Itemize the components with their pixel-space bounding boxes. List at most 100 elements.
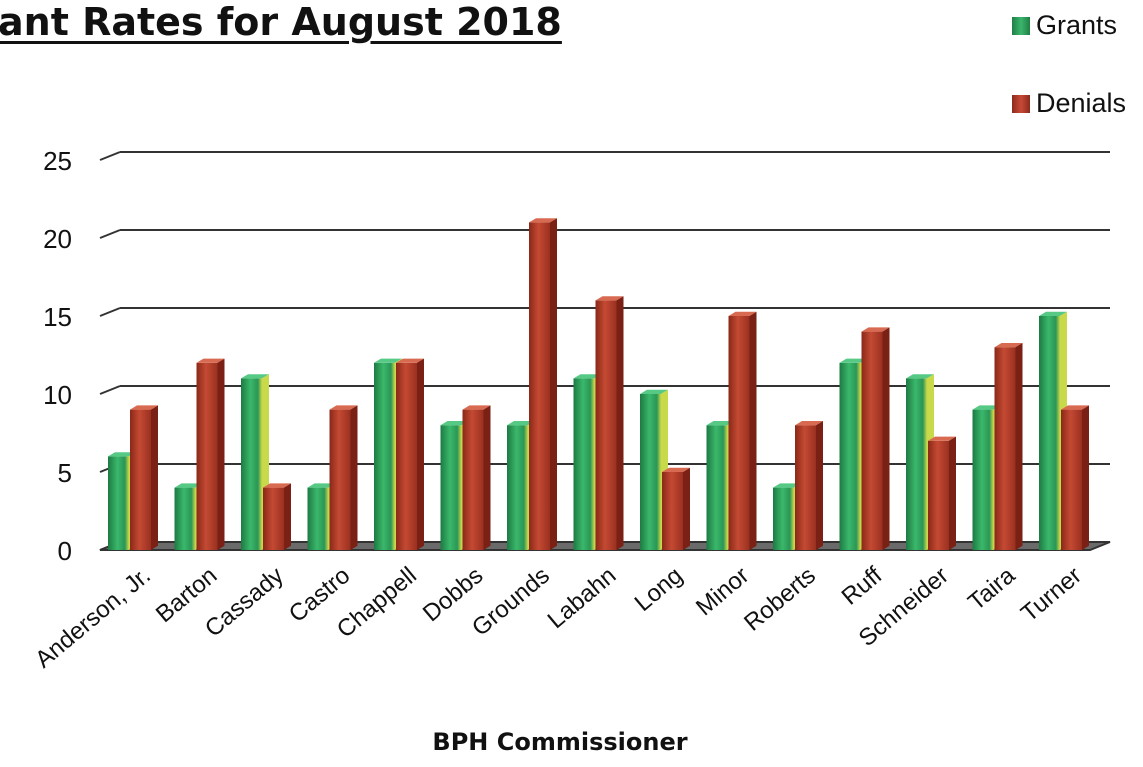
bar-grants bbox=[1039, 316, 1060, 550]
bar-top-denials bbox=[263, 483, 291, 488]
bar-denials bbox=[196, 362, 218, 550]
bar-top-grants bbox=[640, 389, 668, 394]
legend-swatch-denials bbox=[1012, 94, 1030, 113]
bar-denials bbox=[728, 316, 750, 550]
bar-top-denials bbox=[861, 327, 890, 332]
bar-top-denials bbox=[928, 436, 956, 441]
bar-top-denials bbox=[1061, 405, 1089, 410]
bar-side-denials bbox=[417, 358, 424, 550]
bar-side-denials bbox=[350, 405, 358, 550]
y-tick-label: 15 bbox=[43, 302, 72, 332]
bar-side-denials bbox=[749, 311, 757, 550]
y-tick-label: 20 bbox=[43, 224, 72, 254]
bar-top-denials bbox=[994, 343, 1023, 348]
bar-top-grants bbox=[108, 452, 136, 457]
bar-side-denials bbox=[483, 405, 491, 550]
bar-top-grants bbox=[174, 483, 203, 488]
x-tick-label: Turner bbox=[1016, 562, 1087, 628]
bar-top-grants bbox=[241, 374, 269, 379]
bar-grants bbox=[839, 362, 861, 550]
y-tick-label: 10 bbox=[43, 380, 72, 410]
bar-top-denials bbox=[329, 405, 358, 410]
bar-grants bbox=[108, 456, 129, 550]
bar-grants bbox=[241, 378, 262, 550]
x-tick-label: Taira bbox=[963, 562, 1021, 617]
bar-denials bbox=[994, 347, 1016, 550]
bar-side-denials bbox=[284, 483, 291, 550]
bar-grants bbox=[374, 362, 395, 550]
x-tick-label: Roberts bbox=[739, 562, 821, 637]
bar-grants bbox=[174, 487, 196, 550]
x-tick-label: Labahn bbox=[543, 562, 622, 634]
gridline-bevel bbox=[99, 229, 121, 239]
x-tick-label: Anderson, Jr. bbox=[30, 562, 156, 674]
y-tick-label: 0 bbox=[58, 536, 72, 566]
bar-side-denials bbox=[882, 327, 890, 550]
legend-label-denials: Denials bbox=[1036, 88, 1127, 118]
bar-top-denials bbox=[728, 311, 757, 316]
bar-top-denials bbox=[396, 358, 424, 363]
bar-grants bbox=[507, 425, 528, 550]
bar-side-denials bbox=[816, 421, 823, 550]
bar-top-denials bbox=[595, 296, 624, 301]
bar-side-denials bbox=[949, 436, 956, 550]
bar-top-grants bbox=[972, 405, 1001, 410]
bar-top-grants bbox=[307, 483, 336, 488]
bar-top-denials bbox=[462, 405, 491, 410]
x-axis-label: BPH Commissioner bbox=[432, 728, 688, 756]
bar-top-grants bbox=[706, 421, 735, 426]
bar-side-denials bbox=[683, 467, 690, 550]
bar-top-grants bbox=[1039, 311, 1067, 316]
x-tick-label: Ruff bbox=[837, 562, 888, 611]
chart-title: ant Rates for August 2018 bbox=[0, 0, 562, 44]
bar-top-denials bbox=[196, 358, 225, 363]
bar-denials bbox=[1061, 409, 1082, 550]
bar-top-grants bbox=[573, 374, 602, 379]
bar-denials bbox=[396, 362, 417, 550]
bar-denials bbox=[795, 425, 816, 550]
legend-item-denials: Denials bbox=[1012, 88, 1126, 119]
bar-top-denials bbox=[130, 405, 158, 410]
bar-grants bbox=[640, 394, 661, 550]
bar-side-denials bbox=[151, 405, 158, 550]
bar-side-denials bbox=[616, 296, 624, 550]
y-tick-label: 25 bbox=[43, 146, 72, 176]
bar-top-grants bbox=[773, 483, 801, 488]
bar-denials bbox=[263, 487, 284, 550]
bar-denials bbox=[928, 440, 949, 550]
bar-side-denials bbox=[1015, 343, 1023, 550]
gridline-bevel bbox=[99, 151, 121, 161]
bar-top-denials bbox=[529, 218, 557, 223]
bar-denials bbox=[329, 409, 351, 550]
gridline-bevel bbox=[99, 385, 121, 395]
bar-denials bbox=[595, 300, 617, 550]
bar-top-denials bbox=[795, 421, 823, 426]
bar-denials bbox=[462, 409, 484, 550]
bar-grants bbox=[573, 378, 595, 550]
legend-item-grants: Grants bbox=[1012, 10, 1117, 41]
x-tick-label: Long bbox=[630, 562, 688, 617]
bar-top-grants bbox=[374, 358, 402, 363]
bar-denials bbox=[529, 222, 550, 550]
bar-top-denials bbox=[662, 467, 690, 472]
legend-swatch-grants bbox=[1012, 16, 1030, 35]
bar-grants bbox=[906, 378, 927, 550]
gridline-bevel bbox=[99, 307, 121, 317]
bar-top-grants bbox=[839, 358, 868, 363]
bar-grants bbox=[706, 425, 728, 550]
bar-grants bbox=[307, 487, 329, 550]
bar-side-denials bbox=[217, 358, 225, 550]
bar-top-grants bbox=[507, 421, 535, 426]
y-tick-label: 5 bbox=[58, 458, 72, 488]
bar-side-denials bbox=[1082, 405, 1089, 550]
bar-side-denials bbox=[550, 218, 557, 550]
bar-denials bbox=[861, 331, 883, 550]
bar-top-grants bbox=[906, 374, 934, 379]
bar-top-grants bbox=[440, 421, 469, 426]
bar-denials bbox=[662, 472, 683, 550]
bar-grants bbox=[773, 487, 794, 550]
bar-grants bbox=[440, 425, 462, 550]
legend-label-grants: Grants bbox=[1036, 10, 1118, 40]
bar-denials bbox=[130, 409, 151, 550]
